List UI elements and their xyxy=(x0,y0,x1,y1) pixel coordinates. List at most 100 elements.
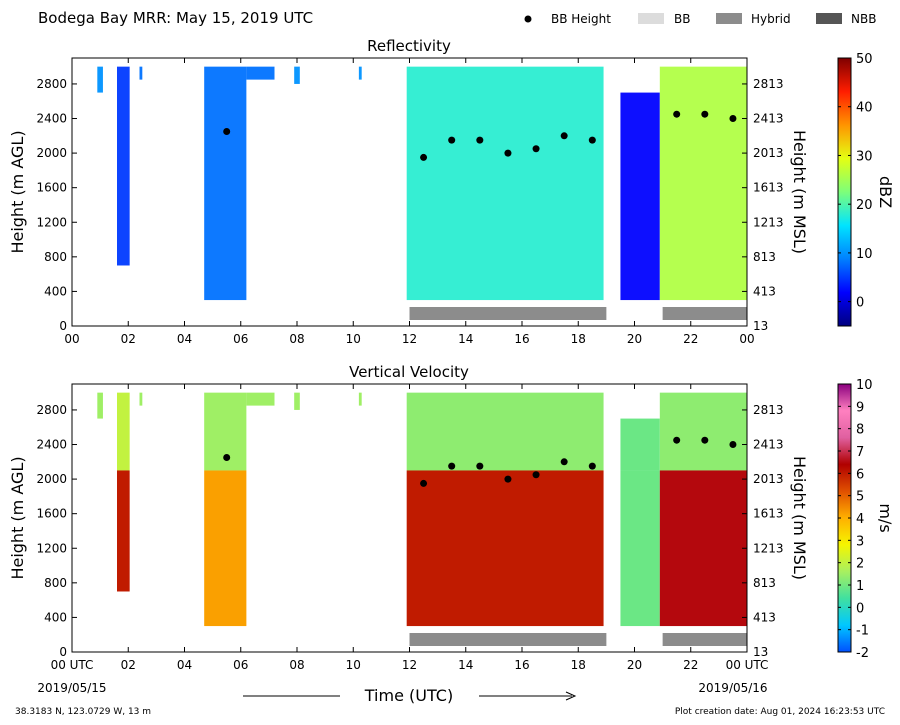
x-tick-label: 08 xyxy=(289,332,304,346)
precip-region-fill xyxy=(659,66,747,301)
precip-region-upper xyxy=(246,392,275,406)
y-tick-label-right: 2013 xyxy=(753,472,784,486)
precip-region xyxy=(204,392,247,627)
bb-height-point xyxy=(476,462,484,470)
precip-region-fill xyxy=(406,66,604,301)
x-tick-label: 00 UTC xyxy=(726,658,769,672)
precip-region-lower xyxy=(659,470,747,627)
y-tick-label-right: 1213 xyxy=(753,215,784,229)
y-tick-label-right: 813 xyxy=(753,250,776,264)
bb-height-point xyxy=(420,153,428,161)
end-date-label: 2019/05/16 xyxy=(698,681,767,695)
bb-height-point xyxy=(729,115,737,123)
y-tick-label: 2800 xyxy=(36,77,67,91)
precip-region-lower xyxy=(117,470,130,592)
colorbar-tick-label: 10 xyxy=(856,378,873,393)
precip-region xyxy=(204,66,247,301)
bb-height-point xyxy=(504,149,512,157)
y-tick-label-right: 2813 xyxy=(753,77,784,91)
y-tick-label: 2000 xyxy=(36,472,67,486)
precip-region xyxy=(294,66,300,84)
precip-region xyxy=(659,392,747,627)
precip-region xyxy=(620,418,660,627)
y-tick-label-right: 13 xyxy=(753,319,768,333)
colorbar-tick-label: -2 xyxy=(856,646,869,661)
colorbar-tick-label: 20 xyxy=(856,198,873,213)
precip-region-fill xyxy=(117,66,130,266)
x-tick-label: 10 xyxy=(346,658,361,672)
reflectivity-y-label: Height (m AGL) xyxy=(8,130,27,253)
legend-nbb-label: NBB xyxy=(851,12,876,26)
precip-region-lower xyxy=(406,470,604,627)
precip-region-lower xyxy=(204,470,247,627)
colorbar-tick-label: 10 xyxy=(856,247,873,262)
legend-bb-height-marker xyxy=(524,15,532,23)
bb-height-point xyxy=(560,458,568,466)
bb-height-point xyxy=(588,462,596,470)
precip-region-fill xyxy=(294,66,300,84)
x-tick-label: 06 xyxy=(233,332,248,346)
precip-region xyxy=(246,392,275,406)
reflectivity-colorbar-label: dBZ xyxy=(876,176,895,208)
x-axis-label: Time (UTC) xyxy=(364,686,453,705)
y-tick-label-right: 2413 xyxy=(753,112,784,126)
start-date-label: 2019/05/15 xyxy=(37,681,106,695)
bb-type-bar-hybrid xyxy=(662,633,747,646)
y-tick-label: 1600 xyxy=(36,181,67,195)
colorbar-tick-label: 50 xyxy=(856,52,873,67)
time-arrow-head xyxy=(565,691,577,701)
precip-region-upper xyxy=(358,392,362,406)
bb-height-point xyxy=(532,471,540,479)
precip-region-upper xyxy=(139,392,143,406)
reflectivity-colorbar xyxy=(837,57,852,327)
x-tick-label: 04 xyxy=(177,332,192,346)
precip-region xyxy=(620,92,660,301)
legend-hybrid-label: Hybrid xyxy=(751,12,791,26)
legend-hybrid-swatch xyxy=(716,13,742,24)
colorbar-tick-label: 2 xyxy=(856,557,864,572)
y-tick-label-right: 813 xyxy=(753,576,776,590)
legend-bb-label: BB xyxy=(674,12,690,26)
x-tick-label: 14 xyxy=(458,658,473,672)
legend-bb-height-label: BB Height xyxy=(551,12,611,26)
vertical-velocity-panel: Vertical Velocity 00 UTC 02 04 06 08 10 12 14 16… xyxy=(8,363,895,672)
precip-region xyxy=(139,66,143,80)
bb-height-point xyxy=(223,127,231,135)
colorbar-tick-label: 8 xyxy=(856,423,864,438)
precip-region-fill xyxy=(204,66,247,301)
y-tick-label: 2800 xyxy=(36,403,67,417)
precip-region-fill xyxy=(620,92,660,301)
x-tick-label: 10 xyxy=(346,332,361,346)
reflectivity-axes: 00 02 04 06 08 10 12 14 16 18 20 22 0004008001200160… xyxy=(36,58,784,346)
precip-region xyxy=(406,392,604,627)
x-tick-label: 16 xyxy=(514,658,529,672)
x-tick-label: 18 xyxy=(571,332,586,346)
vertical-velocity-axes: 00 UTC 02 04 06 08 10 12 14 16 18 20 22 00 UTC040080… xyxy=(36,384,784,672)
colorbar-tick-label: 1 xyxy=(856,579,864,594)
y-tick-label: 800 xyxy=(44,576,67,590)
reflectivity-y-label-right: Height (m MSL) xyxy=(790,130,809,254)
figure-title: Bodega Bay MRR: May 15, 2019 UTC xyxy=(38,9,313,27)
colorbar-tick-label: 9 xyxy=(856,400,864,415)
colorbar-tick-label: 6 xyxy=(856,467,864,482)
colorbar-tick-label: 4 xyxy=(856,512,864,527)
x-tick-label: 14 xyxy=(458,332,473,346)
x-tick-label: 02 xyxy=(121,658,136,672)
bb-height-point xyxy=(223,453,231,461)
precip-region-fill xyxy=(246,66,275,80)
precip-region-upper xyxy=(97,392,103,419)
reflectivity-title: Reflectivity xyxy=(367,37,451,55)
precip-region xyxy=(358,392,362,406)
vertical-velocity-colorbar-ticks: -2 -1 0 1 2 3 4 5 6 7 8 9 10 xyxy=(838,378,873,661)
colorbar-tick-label: 40 xyxy=(856,101,873,116)
plot-creation-date: Plot creation date: Aug 01, 2024 16:23:5… xyxy=(675,707,885,717)
precip-region xyxy=(406,66,604,301)
colorbar-tick-label: 0 xyxy=(856,601,864,616)
y-tick-label: 2400 xyxy=(36,112,67,126)
y-tick-label: 1200 xyxy=(36,541,67,555)
vertical-velocity-title: Vertical Velocity xyxy=(349,363,469,381)
y-tick-label: 800 xyxy=(44,250,67,264)
x-tick-label: 04 xyxy=(177,658,192,672)
y-tick-label-right: 1613 xyxy=(753,181,784,195)
y-tick-label-right: 2013 xyxy=(753,146,784,160)
